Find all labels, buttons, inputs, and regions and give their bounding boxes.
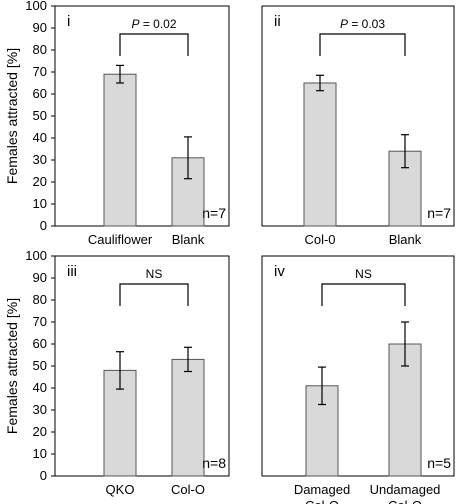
p-symbol: P: [340, 17, 348, 31]
category-label: Col-O: [305, 498, 339, 504]
p-value: = 0.02: [139, 17, 176, 31]
category-label: Col-0: [304, 232, 335, 247]
panel-frame: [261, 255, 455, 477]
panel-label: iii: [67, 263, 77, 280]
significance-label: P = 0.02: [131, 17, 176, 31]
category-label: Col-O: [388, 498, 422, 504]
p-symbol: P: [131, 17, 139, 31]
category-label: Blank: [389, 232, 422, 247]
y-tick-label: 60: [33, 336, 47, 351]
significance-label: NS: [355, 267, 372, 281]
y-tick-label: 100: [25, 248, 47, 263]
y-tick-label: 90: [33, 270, 47, 285]
category-label: Col-O: [171, 482, 205, 497]
y-axis-label-top: Females attracted [%]: [4, 48, 20, 184]
bar: [303, 82, 337, 227]
y-tick-label: 80: [33, 292, 47, 307]
n-label: n=7: [427, 205, 451, 221]
y-tick-label: 50: [33, 358, 47, 373]
y-tick-label: 90: [33, 20, 47, 35]
y-tick-label: 40: [33, 130, 47, 145]
panel-label: i: [67, 13, 70, 30]
panel-label: iv: [274, 263, 285, 280]
category-label: Damaged: [294, 482, 350, 497]
y-tick-label: 70: [33, 314, 47, 329]
panel-ii: ii Col-0 Blank P = 0.03 n=7: [261, 5, 455, 247]
y-tick-label: 40: [33, 380, 47, 395]
y-tick-label: 100: [25, 0, 47, 13]
panel-frame: [261, 5, 455, 227]
y-tick-label: 30: [33, 152, 47, 167]
y-tick-label: 50: [33, 108, 47, 123]
significance-bracket: [119, 283, 189, 306]
y-tick-label: 0: [40, 218, 47, 233]
category-label: Cauliflower: [88, 232, 153, 247]
y-tick-label: 20: [33, 424, 47, 439]
category-label: QKO: [106, 482, 135, 497]
significance-label: NS: [146, 267, 163, 281]
p-value: = 0.03: [348, 17, 385, 31]
significance-bracket: [321, 283, 406, 306]
significance-bracket: [119, 33, 189, 56]
y-tick-label: 0: [40, 468, 47, 483]
category-label: Blank: [172, 232, 205, 247]
y-tick-label: 30: [33, 402, 47, 417]
bar: [103, 73, 137, 227]
y-tick-label: 10: [33, 196, 47, 211]
y-axis-label-bottom: Females attracted [%]: [4, 298, 20, 434]
n-label: n=7: [202, 205, 226, 221]
y-tick-label: 70: [33, 64, 47, 79]
bar: [171, 358, 205, 477]
y-tick-label: 60: [33, 86, 47, 101]
n-label: n=5: [427, 455, 451, 471]
significance-label: P = 0.03: [340, 17, 385, 31]
n-label: n=8: [202, 455, 226, 471]
panel-label: ii: [274, 13, 281, 30]
significance-bracket: [319, 33, 406, 56]
y-tick-label: 10: [33, 446, 47, 461]
y-tick-label: 80: [33, 42, 47, 57]
category-label: Undamaged: [370, 482, 441, 497]
panel-i: 0 10 20 30 40 50 60 70 80 90 100 i Cauliflower Blank P…: [25, 0, 230, 247]
y-tick-label: 20: [33, 174, 47, 189]
panel-iii: 0 10 20 30 40 50 60 70 80 90 100 iii QKO Col-O NS n=8: [25, 248, 230, 497]
